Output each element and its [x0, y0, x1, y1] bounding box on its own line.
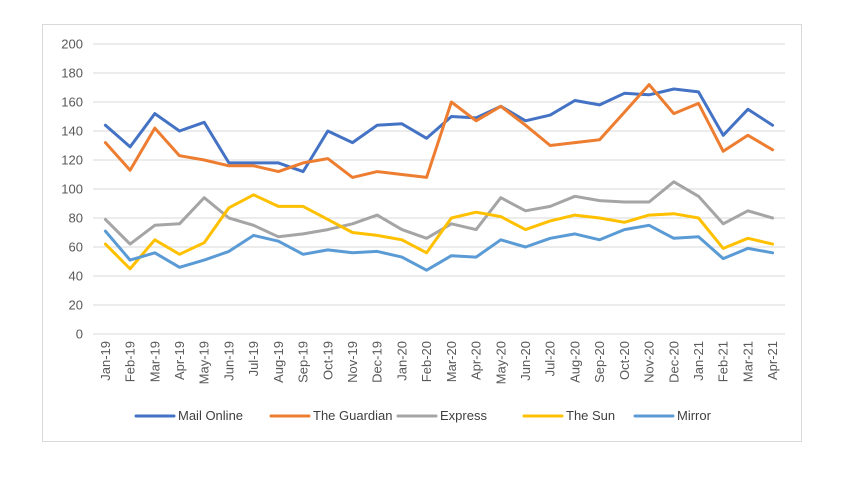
series-the-guardian: [103, 83, 775, 179]
y-tick-label: 80: [69, 211, 83, 226]
legend-label: The Guardian: [313, 408, 393, 423]
line-chart: 0 20 40 60 80 100 120 140 160 180 200 Jan-19 Feb-19…: [61, 37, 785, 423]
y-tick-label: 180: [61, 66, 83, 81]
legend: Mail Online The Guardian Express The Sun Mir…: [134, 408, 712, 423]
x-tick-label: Jan-19: [98, 341, 113, 381]
legend-label: The Sun: [566, 408, 615, 423]
x-tick-label: Dec-19: [370, 341, 385, 383]
x-tick-label: Sep-20: [592, 341, 607, 383]
gridlines: [93, 43, 785, 335]
series-line: [103, 180, 775, 246]
series-line: [103, 193, 775, 271]
x-tick-label: Nov-20: [642, 341, 657, 383]
legend-label: Mail Online: [178, 408, 243, 423]
legend-item: Mirror: [633, 408, 712, 423]
x-axis-ticks: Jan-19 Feb-19 Mar-19 Apr-19 May-19 Jun-19 Jul-…: [98, 341, 780, 384]
legend-label: Mirror: [677, 408, 712, 423]
series-express: [103, 180, 775, 246]
x-tick-label: Jul-19: [246, 341, 261, 376]
x-tick-label: May-20: [493, 341, 508, 384]
x-tick-label: Sep-19: [296, 341, 311, 383]
x-tick-label: Jan-20: [394, 341, 409, 381]
y-tick-label: 120: [61, 153, 83, 168]
x-tick-label: Jul-20: [543, 341, 558, 376]
y-tick-label: 160: [61, 95, 83, 110]
x-tick-label: Feb-19: [123, 341, 138, 382]
x-tick-label: Oct-19: [320, 341, 335, 380]
y-tick-label: 60: [69, 240, 83, 255]
x-tick-label: Mar-19: [147, 341, 162, 382]
x-tick-label: Apr-21: [765, 341, 780, 380]
legend-item: The Sun: [522, 408, 615, 423]
x-tick-label: Oct-20: [617, 341, 632, 380]
series-line: [103, 223, 775, 272]
series-line: [103, 87, 775, 174]
y-tick-label: 20: [69, 298, 83, 313]
y-tick-label: 140: [61, 124, 83, 139]
legend-item: Express: [396, 408, 487, 423]
x-tick-label: Mar-21: [740, 341, 755, 382]
x-tick-label: Jan-21: [691, 341, 706, 381]
series-mirror: [103, 223, 775, 272]
legend-item: The Guardian: [269, 408, 393, 423]
legend-item: Mail Online: [134, 408, 243, 423]
y-tick-label: 200: [61, 37, 83, 52]
x-tick-label: Apr-20: [469, 341, 484, 380]
series-the-sun: [103, 193, 775, 271]
y-axis-ticks: 0 20 40 60 80 100 120 140 160 180 200: [61, 37, 83, 342]
x-tick-label: Jun-19: [221, 341, 236, 381]
x-tick-label: Feb-21: [716, 341, 731, 382]
x-tick-label: Apr-19: [172, 341, 187, 380]
x-tick-label: Dec-20: [666, 341, 681, 383]
x-tick-label: Aug-20: [567, 341, 582, 383]
y-tick-label: 40: [69, 269, 83, 284]
series-lines: [103, 83, 775, 272]
x-tick-label: May-19: [197, 341, 212, 384]
x-tick-label: Jun-20: [518, 341, 533, 381]
x-tick-label: Feb-20: [419, 341, 434, 382]
chart-frame: 0 20 40 60 80 100 120 140 160 180 200 Jan-19 Feb-19…: [42, 24, 802, 442]
x-tick-label: Nov-19: [345, 341, 360, 383]
x-tick-label: Mar-20: [444, 341, 459, 382]
x-tick-label: Aug-19: [271, 341, 286, 383]
y-tick-label: 0: [76, 327, 83, 342]
legend-label: Express: [440, 408, 487, 423]
y-tick-label: 100: [61, 182, 83, 197]
series-line: [103, 83, 775, 179]
